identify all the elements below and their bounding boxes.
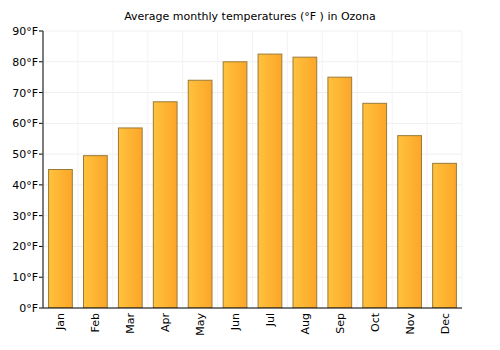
grid-line-vertical [112,31,113,308]
grid-line-vertical [182,31,183,308]
bar [84,156,108,308]
title: Average monthly temperatures (°F ) in Oz… [124,10,376,23]
bar [293,57,317,308]
y-tick-label: 60°F [12,117,38,130]
bar [328,77,352,308]
grid-line-vertical [392,31,393,308]
grid-line-vertical [427,31,428,308]
y-tick-label: 20°F [12,240,38,253]
grid-line-vertical [252,31,253,308]
x-tick-label: Mar [124,313,137,334]
x-tick-label: Apr [159,313,172,333]
bars [49,54,457,308]
y-tick [39,92,43,93]
y-tick [39,308,43,309]
grid-line-vertical [287,31,288,308]
bar [118,128,142,308]
x-tick-label: Jan [54,313,67,331]
y-tick-label: 10°F [12,271,38,284]
x-tick-label: Dec [439,313,452,334]
y-tick [39,277,43,278]
bar [433,163,457,308]
x-tick-label: Sep [334,313,347,334]
x-tick-label: Jul [264,313,277,327]
bar [153,102,177,308]
x-tick-label: Aug [299,313,312,334]
grid-line [43,308,462,309]
x-tick-label: Nov [404,313,417,335]
x-tick-label: Feb [89,313,102,332]
grid-line-vertical [43,31,44,308]
y-tick-label: 0°F [19,302,38,315]
bar [49,170,73,309]
y-axis [43,31,44,308]
x-tick-label: Oct [369,312,382,332]
chart-container: Average monthly temperatures (°F ) in Oz… [0,0,500,350]
bar [223,62,247,308]
y-tick [39,184,43,185]
bar [363,103,387,308]
grid-line-vertical [357,31,358,308]
grid-line-vertical [217,31,218,308]
y-tick-label: 90°F [12,25,38,38]
bar [398,136,422,308]
grid-line-vertical [462,31,463,308]
y-tick-label: 40°F [12,179,38,192]
y-tick-label: 80°F [12,56,38,69]
grid-line-vertical [77,31,78,308]
y-tick [39,123,43,124]
y-tick-label: 50°F [12,148,38,161]
bar [188,80,212,308]
grid-line-vertical [322,31,323,308]
y-tick [39,246,43,247]
bar [258,54,282,308]
y-tick [39,31,43,32]
y-tick [39,215,43,216]
y-tick [39,61,43,62]
x-tick-label: May [194,313,207,336]
x-axis [43,308,462,309]
chart-svg: Average monthly temperatures (°F ) in Oz… [0,0,500,350]
x-tick-label: Jun [229,313,242,331]
y-tick-label: 70°F [12,87,38,100]
y-tick [39,154,43,155]
y-tick-label: 30°F [12,210,38,223]
grid-line-vertical [147,31,148,308]
